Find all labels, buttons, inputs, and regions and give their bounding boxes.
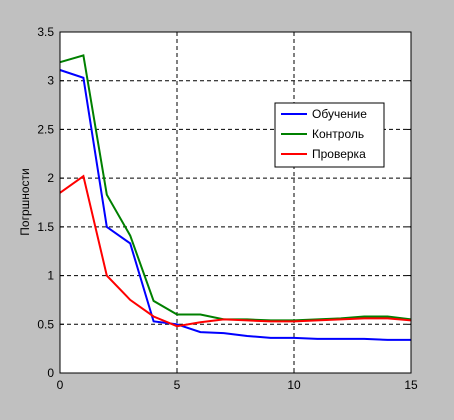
y-tick-label: 3 xyxy=(47,74,54,88)
x-tick-label: 10 xyxy=(287,378,301,392)
y-tick-label: 3.5 xyxy=(37,25,54,39)
x-tick-label: 5 xyxy=(174,378,181,392)
ticks: 0 5 10 15 0 0.5 1 1.5 2 2.5 3 3.5 xyxy=(37,25,418,392)
y-tick-label: 1.5 xyxy=(37,220,54,234)
legend: Обучение Контроль Проверка xyxy=(274,102,385,168)
plot-area xyxy=(60,32,411,373)
plot-frame xyxy=(59,31,412,374)
y-tick-label: 2 xyxy=(47,171,54,185)
y-tick-label: 0.5 xyxy=(37,317,54,331)
grid xyxy=(60,32,411,373)
y-axis-label: Погршности xyxy=(18,168,32,235)
y-tick-label: 1 xyxy=(47,269,54,283)
legend-label-1: Обучение xyxy=(312,107,367,121)
x-tick-label: 15 xyxy=(404,378,418,392)
y-tick-label: 2.5 xyxy=(37,122,54,136)
series-layer xyxy=(59,54,412,341)
x-tick-label: 0 xyxy=(57,378,64,392)
legend-label-2: Контроль xyxy=(312,127,364,141)
series-line-1 xyxy=(59,69,411,341)
series-line-3 xyxy=(59,174,412,328)
y-tick-label: 0 xyxy=(47,366,54,380)
legend-label-3: Проверка xyxy=(312,147,366,161)
